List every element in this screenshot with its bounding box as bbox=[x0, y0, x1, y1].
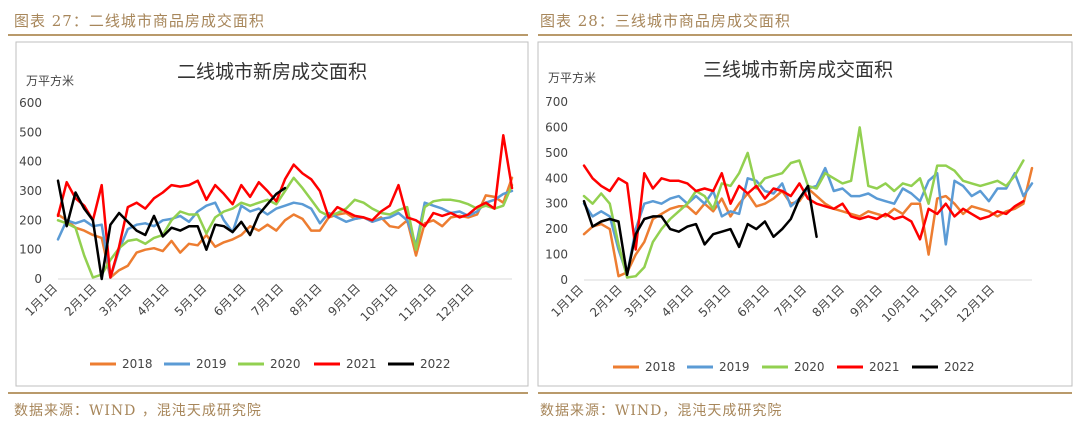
legend-label-2021: 2021 bbox=[869, 360, 900, 374]
caption-rule-left bbox=[8, 34, 528, 36]
legend-label-2019: 2019 bbox=[719, 360, 750, 374]
chart-title: 三线城市新房成交面积 bbox=[703, 59, 893, 81]
series-line-2022 bbox=[56, 179, 287, 281]
y-tick-label: 400 bbox=[19, 155, 42, 169]
series-line-2018 bbox=[56, 176, 514, 279]
y-tick-label: 500 bbox=[19, 125, 42, 139]
y-tick-label: 100 bbox=[545, 248, 568, 262]
series-line-2021 bbox=[56, 134, 514, 279]
series-line-2022 bbox=[582, 184, 818, 277]
chart-title: 二线城市新房成交面积 bbox=[177, 61, 367, 83]
legend-label-2018: 2018 bbox=[645, 360, 676, 374]
source-rule-right bbox=[538, 392, 1072, 394]
series-line-2020 bbox=[56, 176, 514, 279]
chart-frame bbox=[537, 41, 1073, 387]
y-tick-label: 300 bbox=[19, 184, 42, 198]
chart-2: 三线城市新房成交面积万平方米01002003004005006007001月1日… bbox=[537, 41, 1073, 387]
y-tick-label: 0 bbox=[560, 273, 568, 287]
figure-27-caption: 图表 27：二线城市商品房成交面积 bbox=[14, 12, 265, 30]
legend-label-2021: 2021 bbox=[346, 357, 377, 371]
y-tick-label: 100 bbox=[19, 243, 42, 257]
y-tick-label: 600 bbox=[545, 120, 568, 134]
series-line-2020 bbox=[582, 126, 1025, 279]
y-axis-unit-label: 万平方米 bbox=[26, 73, 74, 88]
y-tick-label: 0 bbox=[34, 272, 42, 286]
legend-label-2018: 2018 bbox=[122, 357, 153, 371]
legend-label-2019: 2019 bbox=[196, 357, 227, 371]
source-note-right: 数据来源：WIND，混沌天成研究院 bbox=[540, 403, 783, 419]
y-tick-label: 700 bbox=[545, 95, 568, 109]
y-tick-label: 200 bbox=[545, 222, 568, 236]
source-note-left: 数据来源：WIND ，混沌天成研究院 bbox=[14, 403, 262, 419]
y-tick-label: 500 bbox=[545, 146, 568, 160]
y-tick-label: 200 bbox=[19, 213, 42, 227]
caption-rule-right bbox=[538, 34, 1072, 36]
y-axis-unit-label: 万平方米 bbox=[548, 70, 596, 85]
y-tick-label: 300 bbox=[545, 197, 568, 211]
legend-label-2022: 2022 bbox=[420, 357, 451, 371]
source-rule-left bbox=[8, 392, 528, 394]
legend-label-2020: 2020 bbox=[794, 360, 825, 374]
legend-label-2022: 2022 bbox=[944, 360, 975, 374]
chart-frame bbox=[15, 41, 529, 387]
legend-label-2020: 2020 bbox=[270, 357, 301, 371]
y-tick-label: 400 bbox=[545, 171, 568, 185]
y-tick-label: 600 bbox=[19, 96, 42, 110]
figure-28-caption: 图表 28：三线城市商品房成交面积 bbox=[540, 12, 791, 30]
